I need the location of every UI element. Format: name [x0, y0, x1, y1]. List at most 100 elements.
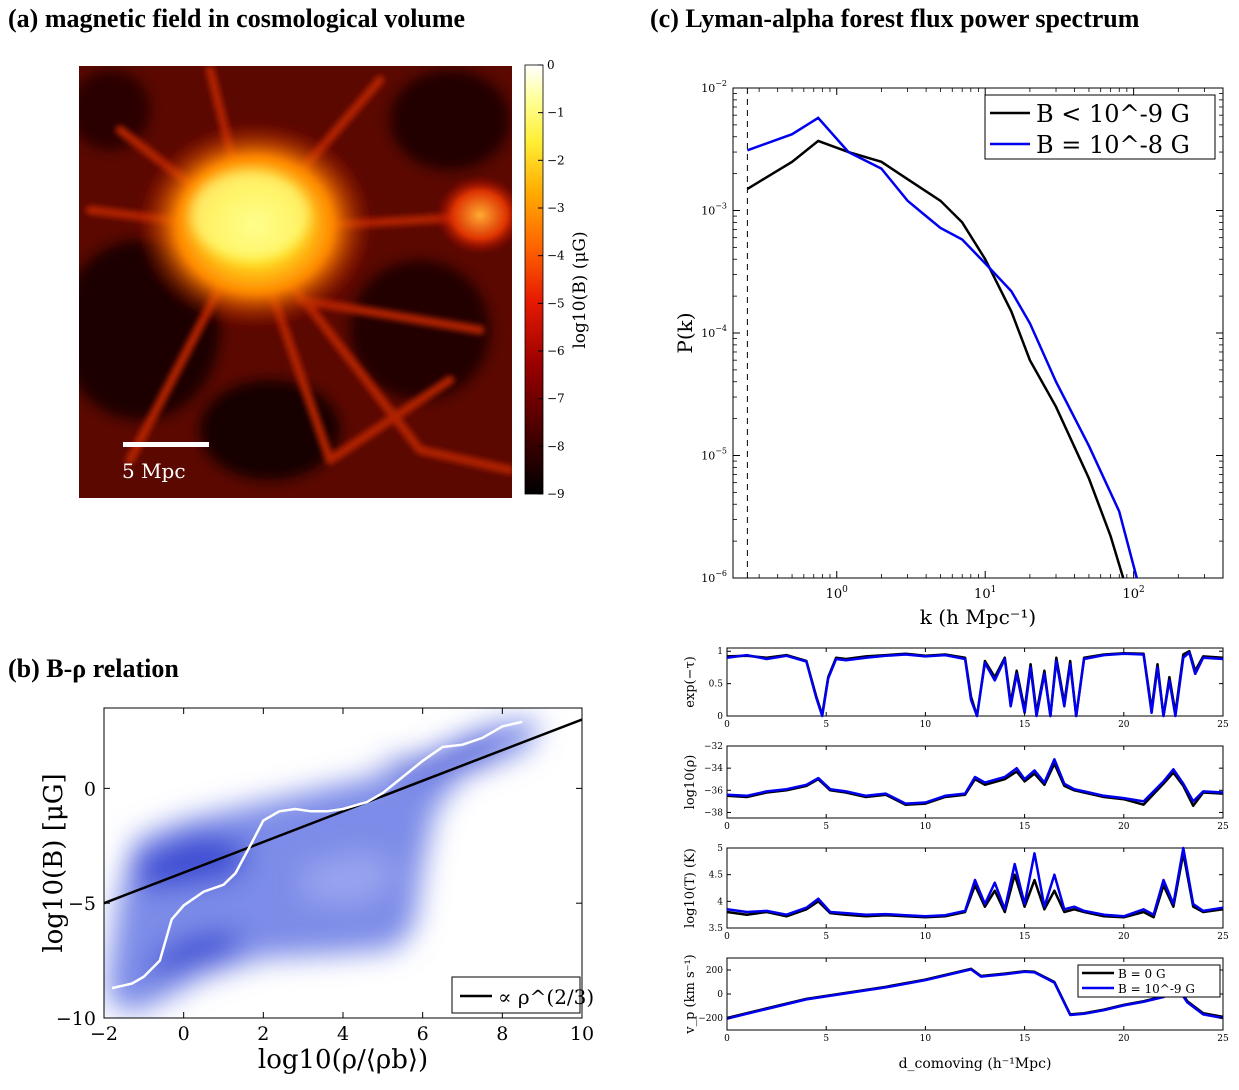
subplot-xtick-label: 0	[724, 932, 730, 942]
subplot-xtick-label: 25	[1217, 932, 1229, 942]
xtick-label-c: 100	[826, 585, 849, 602]
colorbar-label: log10(B) (μG)	[570, 231, 590, 348]
colorbar-tick-label: −6	[547, 344, 565, 358]
legend-c4-box	[1077, 964, 1221, 998]
heatmap-secondary-halo	[435, 175, 512, 255]
subplot-xtick-label: 5	[823, 720, 829, 730]
colorbar-tick-label: −9	[547, 487, 565, 501]
subplot-ytick-label: 200	[706, 966, 723, 976]
subplot-series-1	[726, 758, 1224, 805]
subplot-xtick-label: 0	[724, 720, 730, 730]
xlabel-c: k (h Mpc⁻¹)	[920, 605, 1036, 629]
subplot-ytick-label: −34	[704, 764, 723, 774]
xtick-label-b: 6	[417, 1023, 429, 1045]
subplot-series-1	[726, 846, 1224, 918]
series-c	[746, 116, 1139, 579]
subplot-ytick-label: −38	[704, 808, 723, 818]
subplot-xtick-label: 20	[1118, 932, 1130, 942]
xtick-label-b: 8	[496, 1023, 508, 1045]
title-a: (a) magnetic field in cosmological volum…	[8, 4, 466, 33]
subplot-ylabel: v_p (km s⁻¹)	[683, 954, 698, 1035]
subplot-frame	[726, 745, 1224, 819]
colorbar-gradient	[524, 64, 544, 495]
series-c-line-1	[746, 116, 1139, 579]
subplot-xtick-label: 15	[1019, 932, 1031, 942]
xlabel-c4: d_comoving (h⁻¹Mpc)	[899, 1056, 1052, 1072]
subplot-ytick-label: 0.5	[709, 680, 724, 690]
xlabel-b: log10(ρ/⟨ρb⟩)	[258, 1045, 428, 1075]
ytick-label-b: 0	[84, 778, 96, 800]
subplot-xtick-label: 20	[1118, 1034, 1130, 1044]
fit-line	[104, 718, 582, 905]
subplot-xtick-label: 10	[920, 720, 932, 730]
subplot-ytick-label: 4.5	[709, 871, 724, 881]
xtick-label-c: 101	[974, 585, 996, 602]
legend-c-box	[984, 94, 1216, 160]
subplot-ytick-label: −36	[704, 786, 723, 796]
subplot-xtick-label: 0	[724, 1034, 730, 1044]
subplot-c2: 0 5 10 15 20 25 −38 −36 −34 −32 log10(ρ)	[683, 742, 1229, 832]
ytick-label-c: 10−2	[701, 79, 727, 95]
subplot-xtick-label: 5	[823, 1034, 829, 1044]
ytick-label-c: 10−5	[701, 447, 727, 463]
subplot-ytick-label: 4	[717, 897, 723, 907]
title-c: (c) Lyman-alpha forest flux power spectr…	[650, 4, 1140, 33]
colorbar-ticks: 0 −1 −2 −3 −4 −5 −6 −7 −8 −9	[538, 58, 565, 501]
subplot-ylabel: log10(T) (K)	[683, 848, 698, 928]
ytick-label-c: 10−3	[701, 202, 727, 218]
subplot-xtick-label: 25	[1217, 822, 1229, 832]
subplot-xtick-label: 15	[1019, 1034, 1031, 1044]
subplot-ylabel: exp(−τ)	[683, 656, 698, 708]
legend-c-label-0: B < 10^-9 G	[1036, 100, 1190, 128]
legend-c4: B = 0 G B = 10^-9 G	[1077, 964, 1221, 998]
axes-c-ticks: 100 101 102 10−6 10−5 10−4 10−3 10−2	[701, 79, 1224, 602]
scatter-cloud	[104, 718, 582, 1014]
axes-b-ticks: −2 0 2 4 6 8 10 −10 −5 0	[56, 708, 594, 1045]
colorbar-tick-label: −4	[547, 249, 565, 263]
colorbar-tick-label: −8	[547, 439, 565, 453]
subplot-ytick-label: −200	[698, 1014, 723, 1024]
chart-b: −2 0 2 4 6 8 10 −10 −5 0 log10(ρ/⟨ρb⟩) log10(B) […	[39, 707, 594, 1075]
subplot-ytick-label: 0	[717, 712, 723, 722]
legend-b: ∝ ρ^(2/3)	[451, 976, 594, 1014]
xtick-label-b: −2	[90, 1023, 118, 1045]
title-b: (b) B-ρ relation	[8, 654, 179, 684]
xtick-label-b: 4	[337, 1023, 349, 1045]
colorbar-a: 0 −1 −2 −3 −4 −5 −6 −7 −8 −9 log10(B) (μG)	[524, 58, 590, 501]
colorbar-tick-label: −7	[547, 392, 565, 406]
series-c-line-0	[746, 139, 1125, 579]
subplot-xtick-label: 15	[1019, 822, 1031, 832]
ytick-label-c: 10−6	[701, 569, 727, 585]
scale-bar	[123, 442, 209, 447]
subplot-xtick-label: 25	[1217, 1034, 1229, 1044]
subplot-c1: 0 5 10 15 20 25 0 0.5 1 exp(−τ)	[683, 647, 1229, 730]
subplot-xtick-label: 5	[823, 822, 829, 832]
subplot-xtick-label: 10	[920, 822, 932, 832]
subplot-xtick-label: 5	[823, 932, 829, 942]
median-line	[111, 720, 523, 990]
ytick-label-c: 10−4	[701, 324, 727, 340]
heatmap-halo-core	[190, 170, 310, 260]
colorbar-tick-label: 0	[547, 58, 555, 72]
subplot-ytick-label: 5	[717, 844, 723, 854]
ylabel-c: P(k)	[673, 312, 697, 353]
subplot-xtick-label: 20	[1118, 720, 1130, 730]
ytick-label-b: −5	[68, 893, 96, 915]
legend-c-label-1: B = 10^-8 G	[1036, 131, 1190, 159]
xtick-label-b: 10	[570, 1023, 594, 1045]
axes-c-frame	[732, 87, 1224, 579]
subplot-frame	[726, 647, 1224, 717]
subplot-ytick-label: 3.5	[709, 924, 724, 934]
subplot-xtick-label: 10	[920, 1034, 932, 1044]
colorbar-tick-label: −5	[547, 296, 565, 310]
subplot-series-1	[726, 651, 1224, 718]
colorbar-tick-label: −2	[547, 153, 565, 167]
title-b-text: (b) B-ρ relation	[8, 654, 179, 683]
legend-c4-label-0: B = 0 G	[1118, 967, 1166, 981]
subplot-ylabel: log10(ρ)	[683, 755, 698, 810]
chart-c: 100 101 102 10−6 10−5 10−4 10−3 10−2 k (h Mpc⁻¹…	[673, 79, 1224, 629]
subplot-ytick-label: 1	[717, 647, 723, 657]
xtick-label-b: 2	[257, 1023, 269, 1045]
subplot-ytick-label: −32	[704, 742, 723, 752]
